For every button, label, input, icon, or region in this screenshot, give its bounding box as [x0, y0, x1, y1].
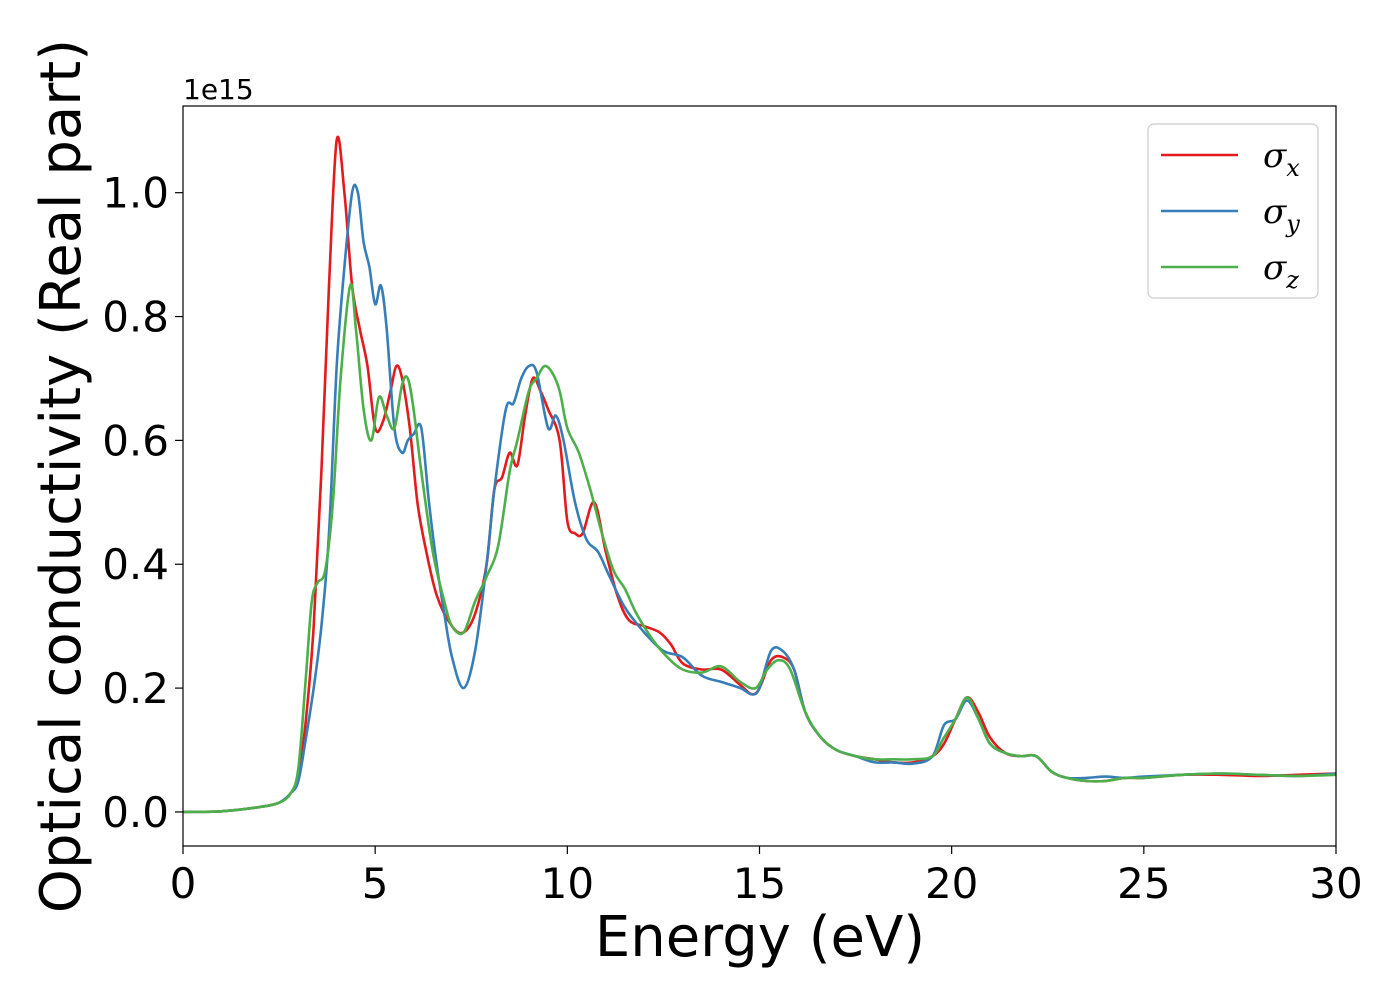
x-tick-label: 5 [362, 859, 389, 908]
y-tick-label: 1.0 [102, 169, 169, 218]
x-tick-label: 25 [1117, 859, 1170, 908]
y-tick-label: 0.2 [102, 664, 169, 713]
x-tick-label: 0 [170, 859, 197, 908]
x-tick-label: 30 [1309, 859, 1362, 908]
y-tick-label: 0.0 [102, 788, 169, 837]
x-axis-ticks: 0 5 10 15 20 25 30 [170, 846, 1363, 908]
x-tick-label: 10 [541, 859, 594, 908]
series-line-z [182, 282, 1337, 814]
series-layer [182, 135, 1337, 814]
y-offset-text: 1e15 [183, 73, 254, 106]
x-tick-label: 20 [925, 859, 978, 908]
y-tick-label: 0.4 [102, 540, 169, 589]
y-tick-label: 0.6 [102, 416, 169, 465]
x-tick-label: 15 [733, 859, 786, 908]
y-tick-label: 0.8 [102, 293, 169, 342]
y-axis-ticks: 0.0 0.2 0.4 0.6 0.8 1.0 [102, 169, 183, 837]
y-axis-title: Optical conductivity (Real part) [29, 39, 94, 913]
x-axis-title: Energy (eV) [595, 905, 925, 970]
